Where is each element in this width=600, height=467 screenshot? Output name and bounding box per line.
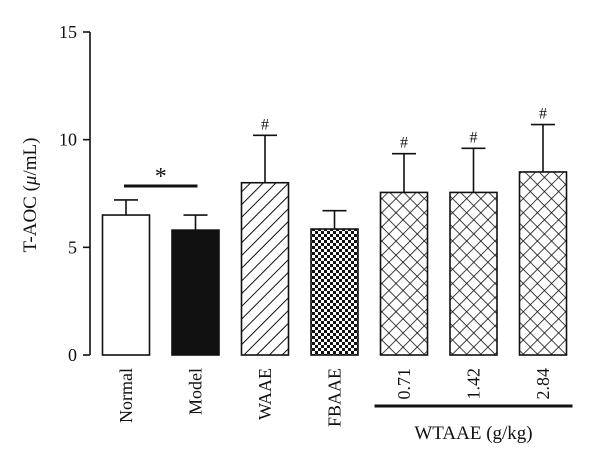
group-bracket: WTAAE (g/kg) [374, 404, 573, 444]
y-tick-label: 10 [59, 130, 77, 150]
bar-0-71 [379, 191, 429, 356]
bar-normal [101, 214, 151, 356]
error-bars [114, 123, 555, 231]
y-tick-label: 5 [68, 237, 77, 257]
x-tick-label: 1.42 [464, 368, 484, 400]
bar-waae [240, 181, 290, 356]
y-tick-label: 0 [68, 345, 77, 365]
y-tick-label: 15 [59, 22, 77, 42]
x-tick-labels: Normal Model WAAE FBAAE 0.71 1.42 2.84 [116, 368, 553, 427]
y-axis-title: T-AOC (μ/mL) [20, 138, 41, 253]
x-tick-label: 0.71 [394, 368, 414, 400]
x-tick-label: Normal [116, 368, 136, 423]
bar-model [171, 229, 220, 356]
x-tick-label: WAAE [255, 368, 275, 420]
bar-1-42 [449, 191, 498, 356]
significance-star: * [155, 164, 167, 190]
significance-mark: # [539, 106, 547, 123]
bar-2-84 [518, 171, 568, 356]
y-tick-labels: 0 5 10 15 [59, 22, 77, 365]
x-tick-label: FBAAE [325, 368, 345, 427]
y-axis [83, 31, 91, 356]
significance-mark: # [470, 129, 478, 146]
significance-mark: # [261, 116, 269, 133]
x-tick-label: 2.84 [533, 368, 553, 400]
bar-fbaae [310, 228, 359, 356]
significance-mark: # [400, 135, 408, 152]
significance-bracket: * [124, 164, 198, 190]
x-tick-label: Model [186, 368, 206, 415]
group-label: WTAAE (g/kg) [414, 423, 532, 444]
bars [101, 171, 568, 356]
annotations: # # # # [261, 106, 547, 152]
